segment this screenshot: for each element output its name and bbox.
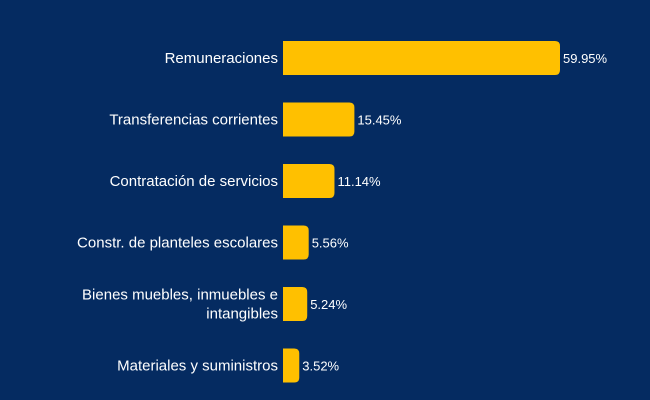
category-label: Remuneraciones xyxy=(165,50,278,67)
bar-value-label: 59.95% xyxy=(563,51,608,66)
category-label-line: intangibles xyxy=(206,306,278,323)
bar-value-label: 11.14% xyxy=(337,174,381,189)
category-label-line: Remuneraciones xyxy=(165,50,278,67)
bar xyxy=(283,348,300,383)
category-label: Materiales y suministros xyxy=(117,358,278,375)
bar xyxy=(283,41,560,75)
bar-value-label: 15.45% xyxy=(357,113,402,128)
bar-value-label: 5.56% xyxy=(312,236,349,251)
category-label-line: Constr. de planteles escolares xyxy=(77,235,278,252)
category-label: Transferencias corrientes xyxy=(109,112,278,129)
bar-value-label: 3.52% xyxy=(302,359,339,374)
bar xyxy=(283,287,308,321)
bar xyxy=(283,102,355,137)
category-label-line: Contratación de servicios xyxy=(110,173,278,190)
category-label: Constr. de planteles escolares xyxy=(77,235,278,252)
bar-value-label: 5.24% xyxy=(310,297,347,312)
category-label-line: Transferencias corrientes xyxy=(109,112,278,129)
bar xyxy=(283,164,335,198)
category-label: Bienes muebles, inmuebles e intangibles xyxy=(82,287,278,323)
category-label-line: Materiales y suministros xyxy=(117,358,278,375)
bar xyxy=(283,225,309,260)
category-label-line: Bienes muebles, inmuebles e xyxy=(82,287,278,304)
category-label: Contratación de servicios xyxy=(110,173,278,190)
